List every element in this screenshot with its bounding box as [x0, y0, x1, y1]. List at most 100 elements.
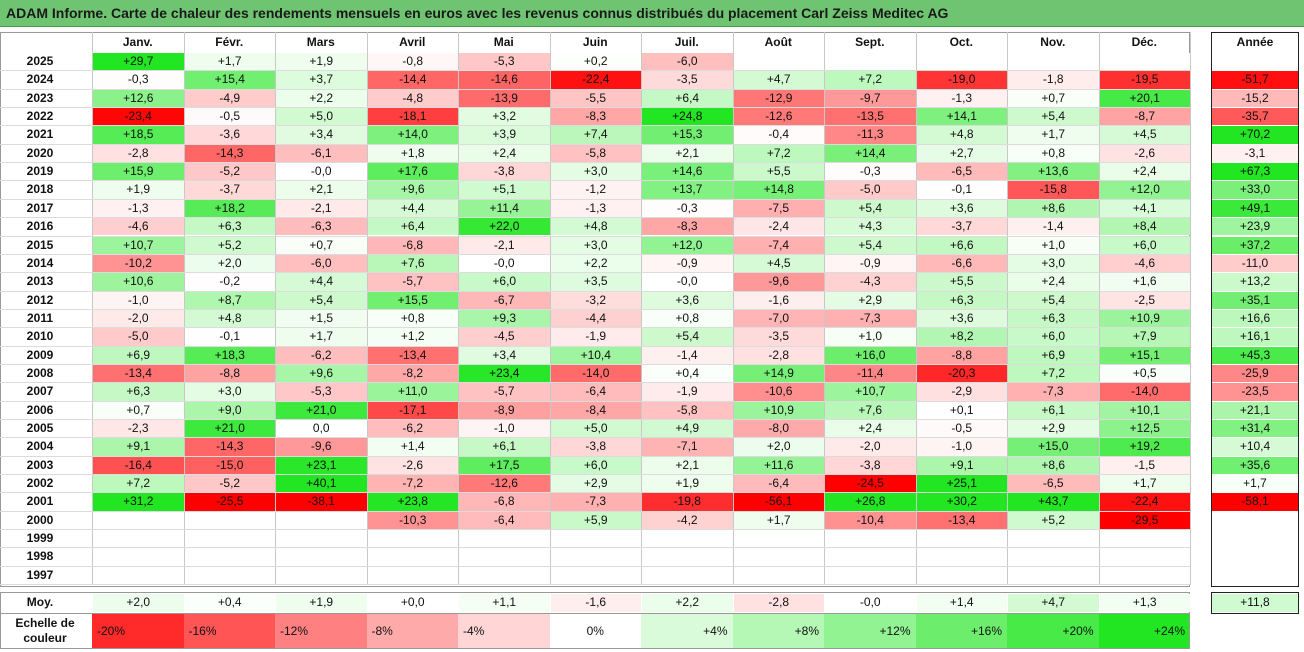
- heatmap-cell: [184, 566, 275, 585]
- heatmap-cell: +10,9: [1099, 309, 1190, 328]
- heatmap-cell: -1,9: [642, 383, 733, 401]
- heatmap-cell: +14,8: [733, 181, 824, 199]
- heatmap-cell: +4,4: [276, 273, 367, 291]
- annual-cell: [1212, 530, 1298, 548]
- heatmap-cell: +1,6: [1099, 273, 1190, 291]
- heatmap-cell: +3,0: [550, 236, 641, 254]
- heatmap-cell: -5,7: [459, 383, 550, 401]
- month-header: Mai: [493, 35, 514, 49]
- heatmap-cell: -13,4: [93, 364, 184, 383]
- heatmap-cell: -6,4: [459, 511, 550, 530]
- heatmap-cell: +7,2: [825, 71, 916, 89]
- heatmap-cell: -10,4: [825, 511, 916, 530]
- heatmap-cell: +15,5: [367, 291, 458, 309]
- heatmap-cell: +1,7: [276, 328, 367, 346]
- heatmap-cell: -25,5: [184, 493, 275, 511]
- heatmap-cell: +8,4: [1099, 218, 1190, 236]
- heatmap-cell: +6,0: [1099, 236, 1190, 254]
- heatmap-cell: -0,3: [825, 163, 916, 181]
- legend-title: Echelle de couleur: [15, 616, 75, 645]
- heatmap-cell: -8,9: [459, 401, 550, 419]
- heatmap-cell: -0,0: [642, 273, 733, 291]
- heatmap-cell: -3,8: [459, 163, 550, 181]
- annual-average-frame: [1211, 592, 1299, 615]
- heatmap-cell: +2,9: [1008, 420, 1099, 438]
- heatmap-cell: -1,4: [1008, 218, 1099, 236]
- heatmap-cell: -7,5: [733, 199, 824, 218]
- heatmap-cell: +4,5: [1099, 126, 1190, 144]
- heatmap-cell: -1,4: [642, 346, 733, 364]
- heatmap-cell: +0,7: [1008, 89, 1099, 108]
- heatmap-cell: -2,9: [916, 383, 1007, 401]
- heatmap-cell: +1,7: [184, 53, 275, 71]
- heatmap-cell: -0,9: [642, 254, 733, 273]
- heatmap-cell: [459, 530, 550, 548]
- heatmap-cell: [642, 530, 733, 548]
- heatmap-cell: -5,5: [550, 89, 641, 108]
- heatmap-cell: -1,3: [550, 199, 641, 218]
- heatmap-cell: +3,0: [550, 163, 641, 181]
- annual-cell: [1212, 53, 1298, 71]
- heatmap-cell: [733, 566, 824, 585]
- heatmap-cell: -3,7: [184, 181, 275, 199]
- grid-line: [915, 32, 917, 586]
- grid-line: [0, 308, 1190, 310]
- heatmap-cell: +18,5: [93, 126, 184, 144]
- heatmap-cell: +10,9: [733, 401, 824, 419]
- heatmap-cell: +6,1: [1008, 401, 1099, 419]
- heatmap-cell: +21,0: [184, 420, 275, 438]
- heatmap-cell: -1,3: [916, 89, 1007, 108]
- heatmap-cell: -14,3: [184, 438, 275, 456]
- grid-line: [0, 162, 1190, 164]
- year-label: 2003: [26, 457, 54, 472]
- heatmap-cell: [825, 530, 916, 548]
- heatmap-cell: [459, 566, 550, 585]
- heatmap-cell: -4,6: [93, 218, 184, 236]
- heatmap-cell: +6,3: [93, 383, 184, 401]
- heatmap-cell: +12,0: [642, 236, 733, 254]
- heatmap-cell: +5,4: [825, 236, 916, 254]
- heatmap-cell: -1,9: [550, 328, 641, 346]
- heatmap-cell: -6,0: [642, 53, 733, 71]
- grid-line: [1190, 32, 1191, 586]
- month-header: Sept.: [855, 35, 885, 49]
- heatmap-cell: +21,0: [276, 401, 367, 419]
- heatmap-cell: -6,3: [276, 218, 367, 236]
- heatmap-cell: +23,8: [367, 493, 458, 511]
- average-cell: -1,6: [550, 594, 641, 613]
- heatmap-cell: +5,5: [916, 273, 1007, 291]
- heatmap-cell: -13,9: [459, 89, 550, 108]
- heatmap-cell: +1,5: [276, 309, 367, 328]
- heatmap-cell: -0,2: [184, 273, 275, 291]
- annual-cell: +23,9: [1212, 218, 1298, 236]
- heatmap-cell: +3,7: [276, 71, 367, 89]
- heatmap-cell: +4,5: [733, 254, 824, 273]
- annual-average-cell: +11,8: [1212, 594, 1298, 613]
- heatmap-cell: -2,8: [733, 346, 824, 364]
- heatmap-cell: +4,7: [733, 71, 824, 89]
- month-header: Févr.: [215, 35, 244, 49]
- heatmap-cell: +11,6: [733, 456, 824, 475]
- grid-line: [0, 180, 1190, 182]
- grid-line: [458, 32, 459, 586]
- month-header: Janv.: [122, 35, 153, 49]
- heatmap-cell: [825, 53, 916, 71]
- year-header: Année: [1236, 35, 1274, 49]
- annual-cell: -35,7: [1212, 108, 1298, 126]
- heatmap-cell: -1,0: [916, 438, 1007, 456]
- heatmap-cell: +24,8: [642, 108, 733, 126]
- month-header: Oct.: [949, 35, 973, 49]
- heatmap-cell: [184, 530, 275, 548]
- grid-line: [549, 32, 551, 586]
- heatmap-cell: -6,6: [916, 254, 1007, 273]
- grid-line: [1007, 32, 1008, 586]
- annual-cell: -11,0: [1212, 254, 1298, 273]
- month-header: Juil.: [674, 35, 699, 49]
- heatmap-cell: +7,6: [825, 401, 916, 419]
- grid-line: [0, 272, 1190, 274]
- heatmap-cell: -7,3: [1008, 383, 1099, 401]
- year-label: 1999: [26, 531, 54, 546]
- heatmap-cell: [1099, 53, 1190, 71]
- heatmap-cell: +8,6: [1008, 456, 1099, 475]
- heatmap-cell: -6,2: [367, 420, 458, 438]
